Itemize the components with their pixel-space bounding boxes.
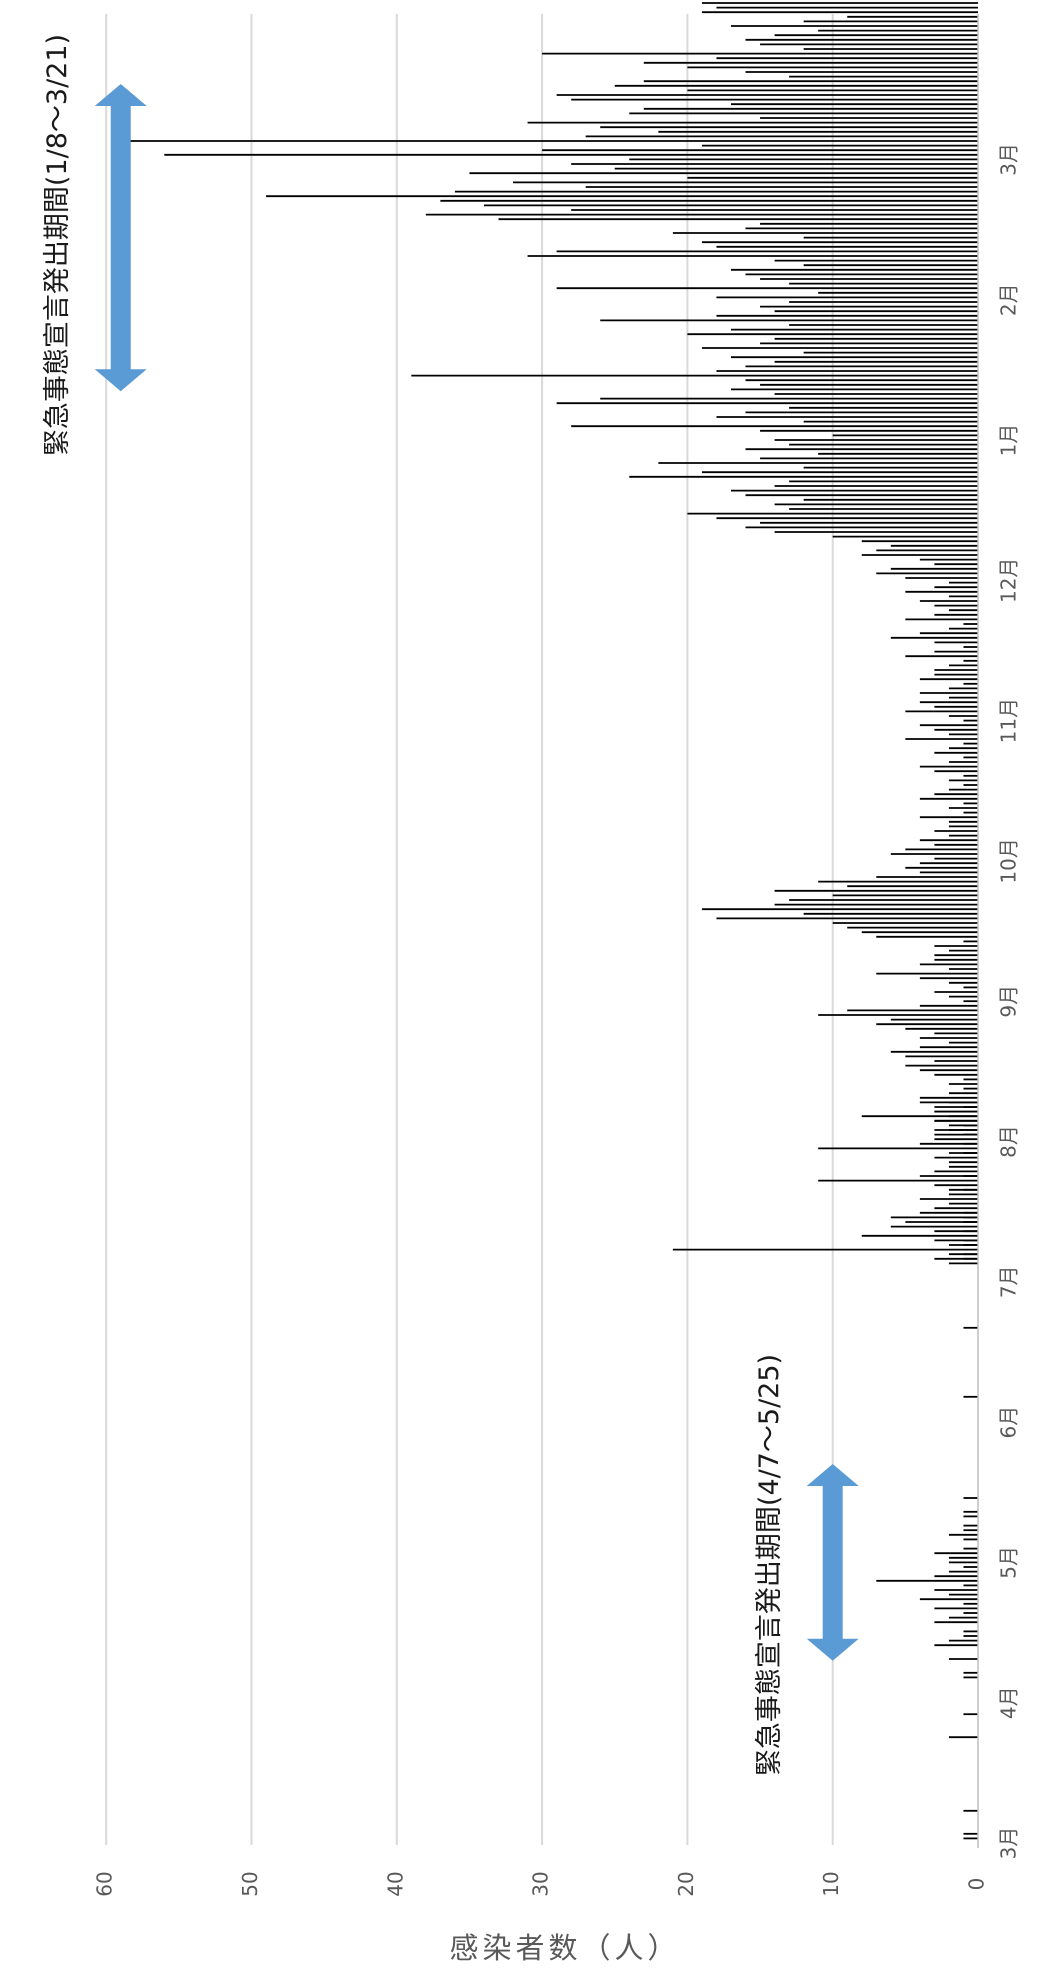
annotation-label-spring: 緊急事態宣言発出期間(4/7～5/25) [754,1354,785,1776]
y-axis-label: 感染者数（人） [449,1931,680,1965]
x-tick-label: 7月 [997,1265,1021,1298]
x-tick-label: 3月 [997,1827,1021,1860]
y-tick-label: 40 [383,1871,407,1896]
emergency-arrow-spring [806,1464,859,1661]
x-tick-label: 8月 [997,1125,1021,1158]
bar-layer [120,2,978,1840]
x-tick-label: 2月 [997,283,1021,316]
y-tick-label: 30 [529,1871,553,1896]
x-tick-label: 6月 [997,1406,1021,1439]
y-tick-label: 60 [93,1871,117,1896]
y-tick-label: 0 [965,1878,989,1891]
x-tick-label: 12月 [997,558,1021,603]
y-tick-label: 50 [238,1871,262,1896]
x-tick-label: 1月 [997,424,1021,457]
y-tick-label: 20 [674,1871,698,1896]
x-tick-label: 9月 [997,985,1021,1018]
axis-layer: 0 10 20 30 40 50 60 3月 4月 5月 6月 7月 8月 9月 10月 11月 12月 1月 2月… [93,14,1021,1897]
x-tick-label: 10月 [997,838,1021,883]
y-tick-label: 10 [819,1871,843,1896]
x-tick-label: 3月 [997,143,1021,176]
x-tick-label: 5月 [997,1546,1021,1579]
annotation-layer: 緊急事態宣言発出期間(4/7～5/25) 緊急事態宣言発出期間(1/8～3/21) [42,34,859,1776]
annotation-label-winter: 緊急事態宣言発出期間(1/8～3/21) [42,34,73,456]
emergency-arrow-winter [94,84,147,392]
x-tick-label: 4月 [997,1686,1021,1719]
x-tick-label: 11月 [997,698,1021,743]
